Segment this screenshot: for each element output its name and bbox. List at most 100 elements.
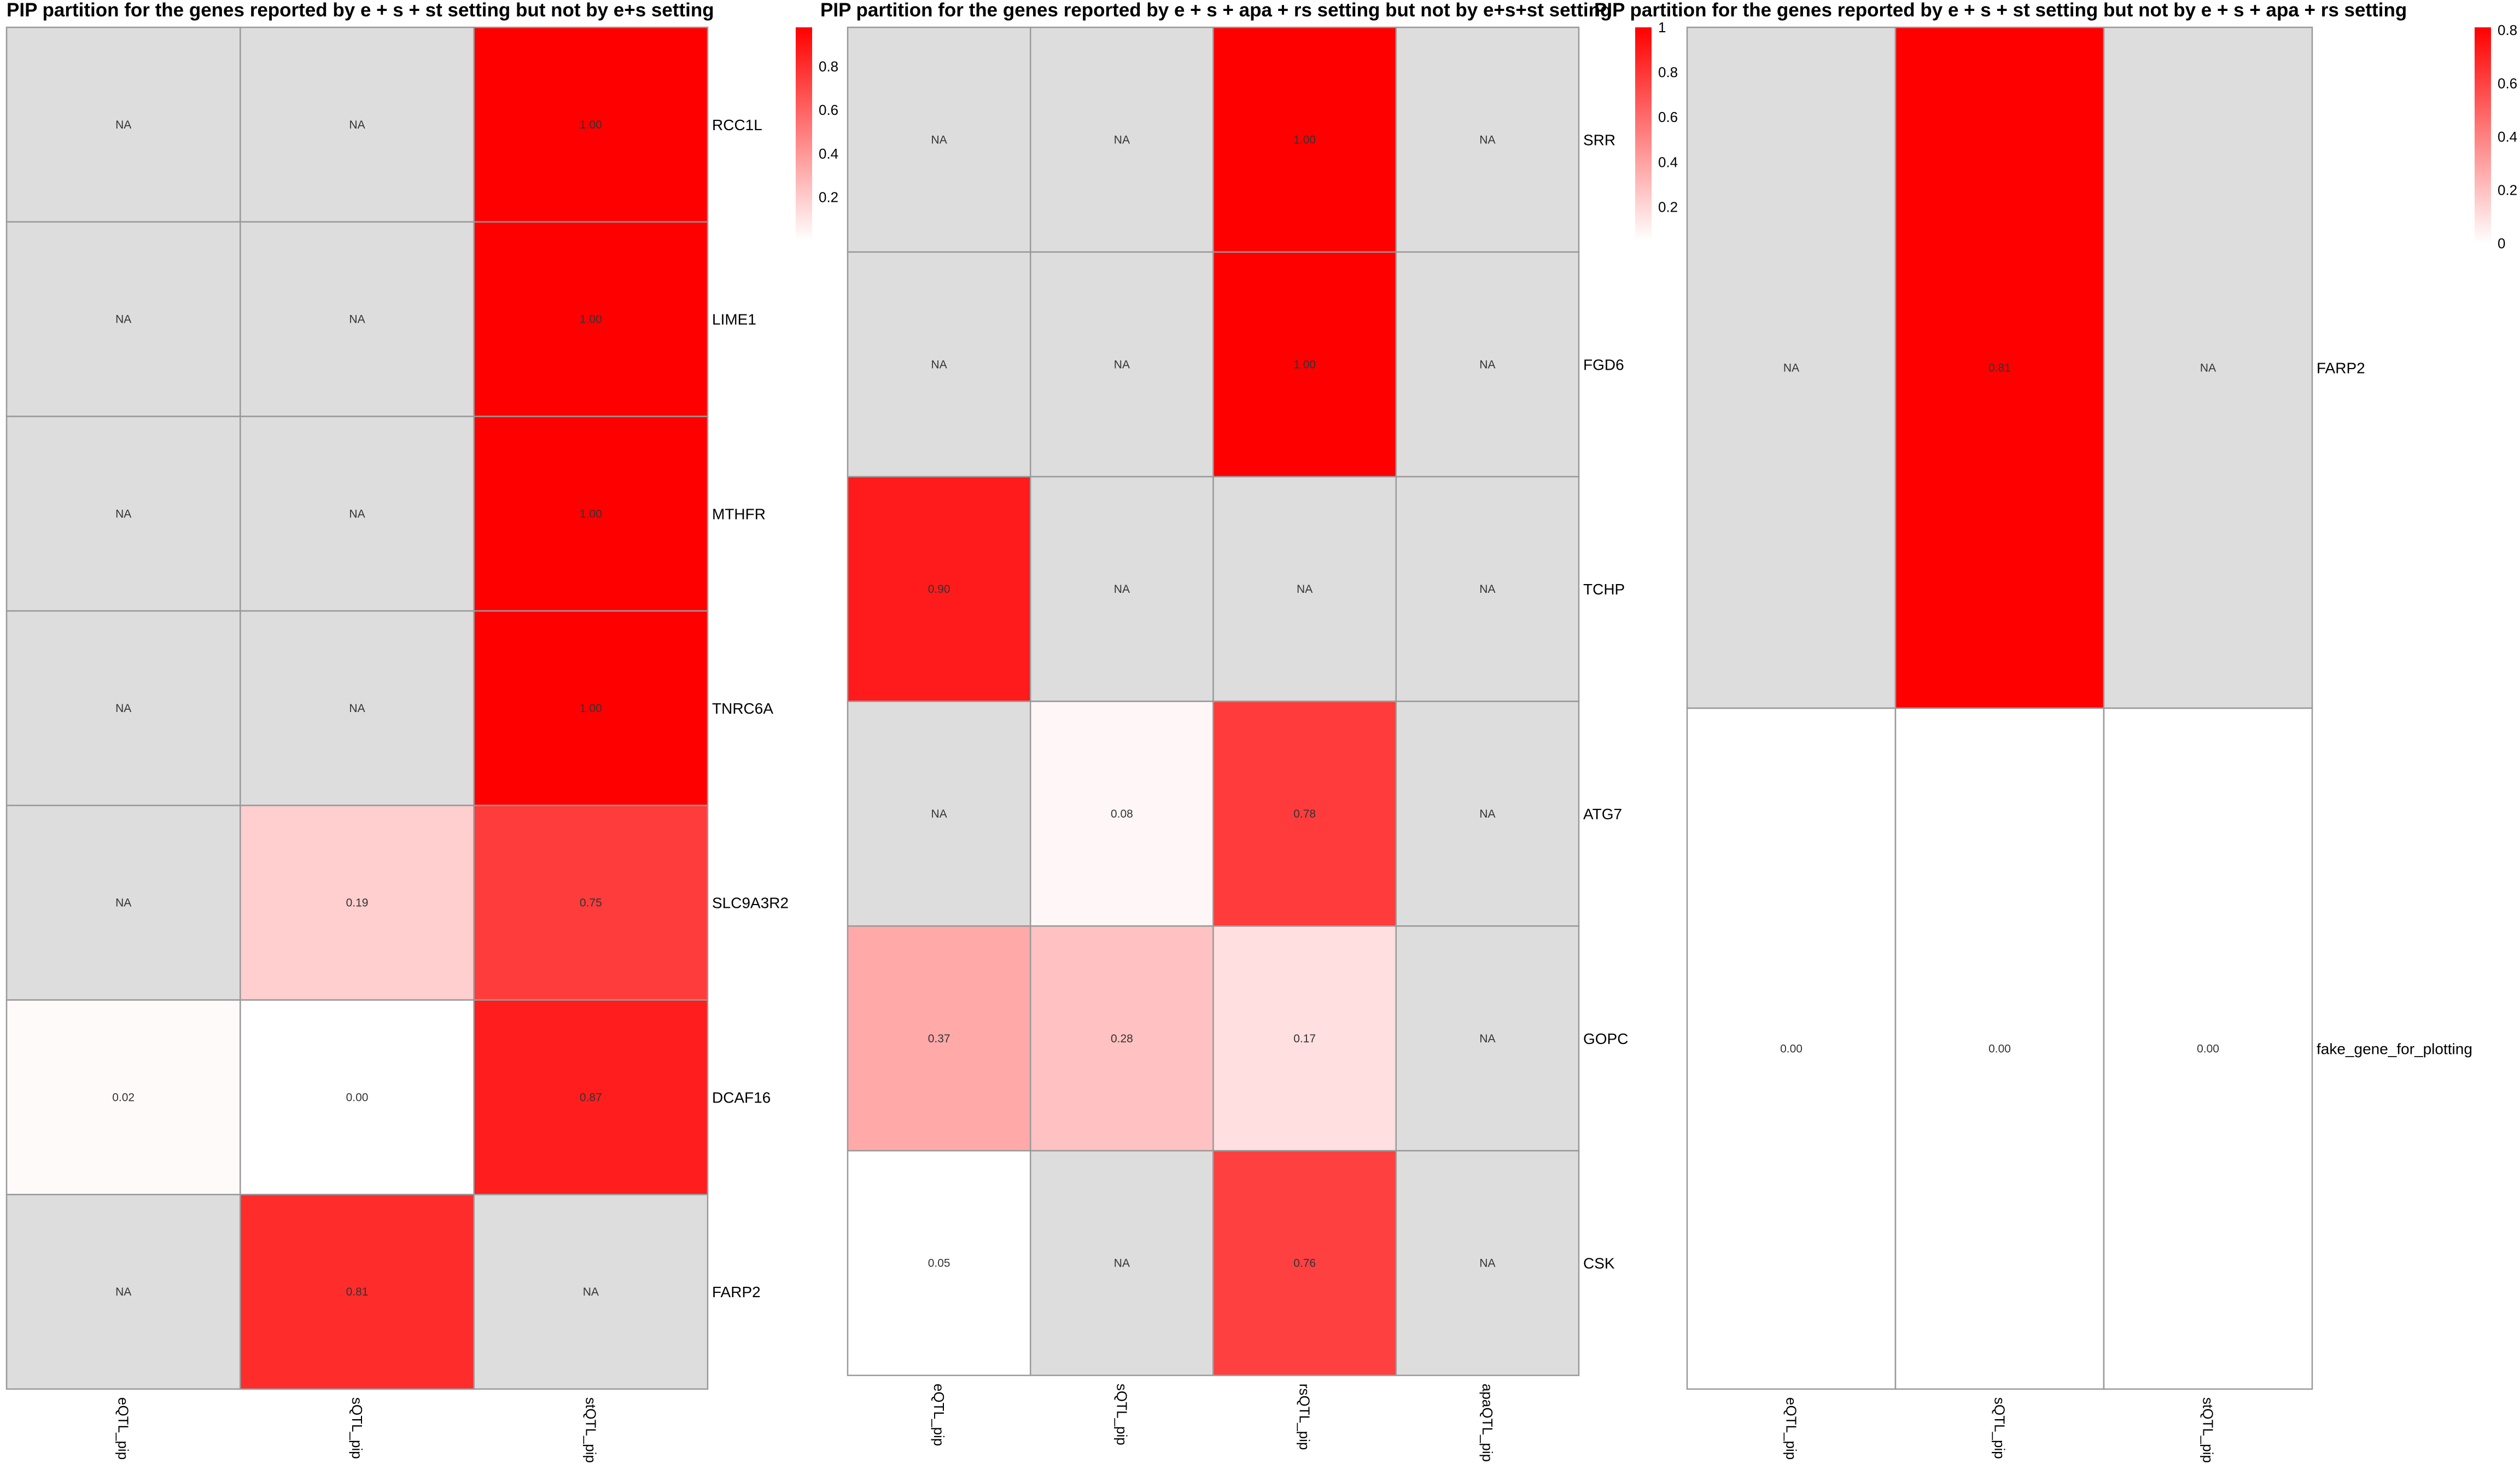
heatmap-cell bbox=[1030, 925, 1214, 1152]
heatmap-cell bbox=[5, 221, 241, 417]
cell-value-label: NA bbox=[115, 119, 131, 131]
heatmap-cell bbox=[473, 999, 709, 1195]
heatmap-cell bbox=[1212, 701, 1397, 927]
heatmap-cell bbox=[847, 701, 1031, 927]
cell-value-label: NA bbox=[1114, 583, 1130, 596]
cell-value-label: NA bbox=[1783, 362, 1799, 375]
cell-value-label: 1.00 bbox=[580, 702, 602, 715]
legend-tick-label: 0.2 bbox=[2498, 182, 2517, 198]
heatmap-cell bbox=[847, 1150, 1031, 1376]
cell-value-label: NA bbox=[115, 702, 131, 715]
cell-value-label: NA bbox=[2200, 362, 2216, 375]
legend-tick-label: 0.2 bbox=[819, 189, 838, 205]
legend-tick-label: 0.6 bbox=[2498, 75, 2517, 91]
cell-value-label: NA bbox=[1479, 1257, 1495, 1270]
legend-tick-label: 0.8 bbox=[819, 59, 838, 75]
panel-title: PIP partition for the genes reported by … bbox=[1594, 0, 2407, 21]
heatmap-cell bbox=[847, 476, 1031, 702]
column-label: sQTL_pip bbox=[1113, 1384, 1130, 1445]
legend-tick-label: 1 bbox=[1658, 19, 1666, 36]
row-label: ATG7 bbox=[1583, 806, 1622, 822]
cell-value-label: 0.00 bbox=[1988, 1043, 2011, 1055]
heatmap-cell bbox=[1395, 925, 1580, 1152]
column-label: apaQTL_pip bbox=[1479, 1384, 1496, 1462]
column-label: eQTL_pip bbox=[931, 1384, 947, 1446]
heatmap-cell bbox=[240, 26, 475, 223]
cell-value-label: NA bbox=[349, 508, 365, 520]
heatmap-cell bbox=[1686, 26, 1897, 709]
legend-tick-label: 0.6 bbox=[1658, 109, 1678, 125]
heatmap-panel-3: PIP partition for the genes reported by … bbox=[1594, 0, 2517, 1463]
cell-value-label: 0.17 bbox=[1293, 1032, 1316, 1045]
cell-value-label: 0.75 bbox=[580, 897, 602, 909]
heatmap-cell bbox=[240, 1194, 475, 1390]
heatmap-cell bbox=[5, 999, 241, 1195]
heatmap-cell bbox=[1212, 925, 1397, 1152]
cell-value-label: NA bbox=[931, 358, 947, 371]
cell-value-label: NA bbox=[349, 119, 365, 131]
column-label: rsQTL_pip bbox=[1297, 1384, 1313, 1450]
column-label: sQTL_pip bbox=[1992, 1397, 2008, 1459]
legend-colorbar bbox=[1635, 27, 1652, 241]
heatmap-cell bbox=[847, 26, 1031, 253]
cell-value-label: 0.87 bbox=[580, 1091, 602, 1104]
heatmap-cell bbox=[847, 925, 1031, 1152]
cell-value-label: NA bbox=[115, 897, 131, 909]
cell-value-label: 1.00 bbox=[1293, 133, 1316, 146]
cell-value-label: 0.90 bbox=[928, 583, 950, 596]
row-label: SRR bbox=[1583, 131, 1615, 148]
row-label: SLC9A3R2 bbox=[712, 895, 789, 912]
heatmap-panel-1: PIP partition for the genes reported by … bbox=[5, 0, 838, 1463]
legend-colorbar bbox=[796, 27, 812, 241]
legend-tick-label: 0.4 bbox=[1658, 154, 1678, 170]
cell-value-label: NA bbox=[115, 313, 131, 326]
heatmap-cell bbox=[240, 804, 475, 1001]
heatmap-cell bbox=[1212, 1150, 1397, 1376]
row-label: CSK bbox=[1583, 1255, 1615, 1272]
heatmap-cell bbox=[5, 416, 241, 612]
cell-value-label: 0.00 bbox=[346, 1091, 369, 1104]
heatmap-cell bbox=[5, 610, 241, 807]
legend-tick-label: 0.6 bbox=[819, 102, 838, 118]
cell-value-label: NA bbox=[1479, 1032, 1495, 1045]
row-label: FARP2 bbox=[2317, 360, 2365, 377]
heatmap-cell bbox=[240, 416, 475, 612]
cell-value-label: NA bbox=[931, 133, 947, 146]
heatmap-cell bbox=[1395, 1150, 1580, 1376]
heatmap-cell bbox=[473, 221, 709, 417]
heatmap-cell bbox=[1395, 251, 1580, 477]
heatmap-panel-2: PIP partition for the genes reported by … bbox=[820, 0, 1678, 1462]
heatmap-cell bbox=[847, 251, 1031, 477]
row-label: TCHP bbox=[1583, 581, 1625, 598]
row-label: TNRC6A bbox=[712, 700, 773, 717]
heatmap-cell bbox=[5, 1194, 241, 1390]
cell-value-label: NA bbox=[583, 1286, 599, 1298]
row-label: DCAF16 bbox=[712, 1089, 771, 1106]
cell-value-label: NA bbox=[115, 1286, 131, 1298]
row-label: GOPC bbox=[1583, 1030, 1628, 1047]
cell-value-label: 1.00 bbox=[580, 313, 602, 326]
heatmap-cell bbox=[473, 610, 709, 807]
cell-value-label: 1.00 bbox=[580, 119, 602, 131]
heatmap-cell bbox=[1894, 707, 2105, 1390]
legend-tick-label: 0.4 bbox=[819, 145, 838, 162]
heatmap-cell bbox=[2103, 707, 2313, 1390]
panel-title: PIP partition for the genes reported by … bbox=[820, 0, 1612, 21]
cell-value-label: NA bbox=[1114, 1257, 1130, 1270]
cell-value-label: 0.02 bbox=[112, 1091, 135, 1104]
heatmap-cell bbox=[473, 804, 709, 1001]
column-label: stQTL_pip bbox=[582, 1397, 599, 1463]
heatmap-cell bbox=[1212, 251, 1397, 477]
heatmap-cell bbox=[2103, 26, 2313, 709]
cell-value-label: 0.76 bbox=[1293, 1257, 1316, 1270]
column-label: stQTL_pip bbox=[2200, 1397, 2216, 1463]
cell-value-label: 0.00 bbox=[2197, 1043, 2219, 1055]
heatmap-cell bbox=[240, 221, 475, 417]
cell-value-label: NA bbox=[1114, 358, 1130, 371]
heatmap-cell bbox=[1030, 701, 1214, 927]
heatmap-cell bbox=[1395, 26, 1580, 253]
cell-value-label: NA bbox=[1114, 133, 1130, 146]
panel-title: PIP partition for the genes reported by … bbox=[7, 0, 714, 21]
cell-value-label: 0.05 bbox=[928, 1257, 950, 1270]
cell-value-label: NA bbox=[1479, 808, 1495, 820]
